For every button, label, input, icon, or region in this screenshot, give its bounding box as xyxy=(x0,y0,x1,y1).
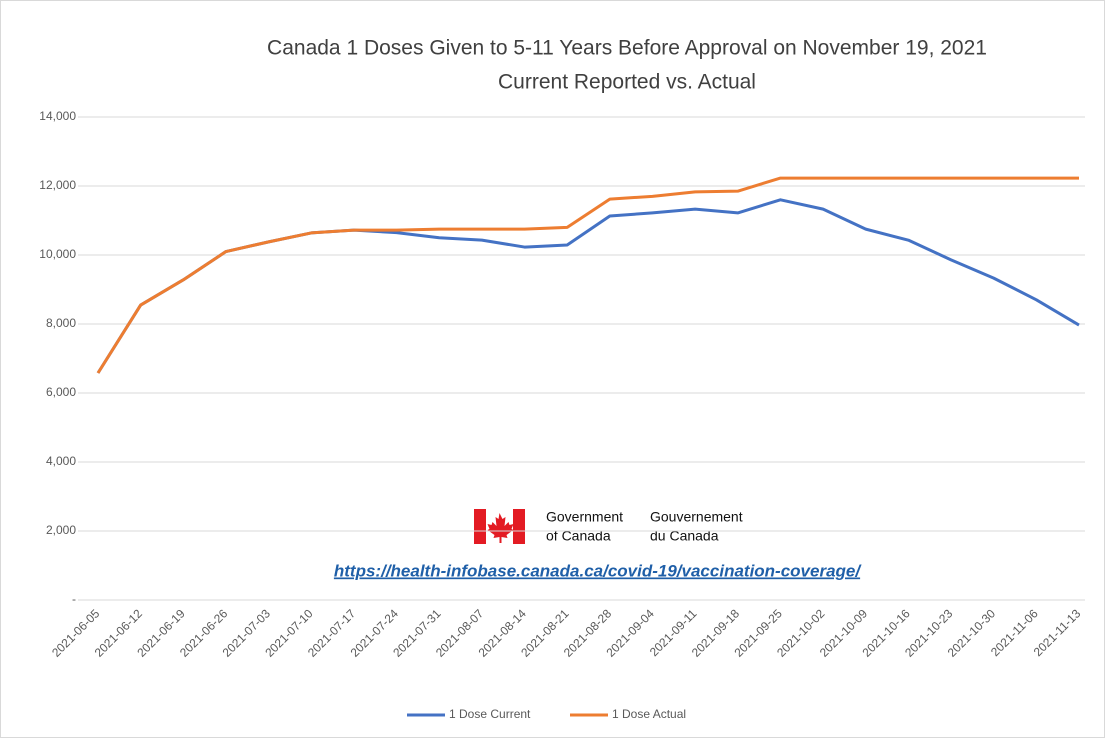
y-tick-label: 2,000 xyxy=(46,523,76,537)
chart-subtitle: Current Reported vs. Actual xyxy=(498,71,756,94)
y-tick-label: 8,000 xyxy=(46,316,76,330)
source-url[interactable]: https://health-infobase.canada.ca/covid-… xyxy=(334,561,862,580)
y-tick-label: 10,000 xyxy=(39,247,76,261)
line-series xyxy=(96,176,1079,374)
logo-text: du Canada xyxy=(650,528,719,544)
chart-title: Canada 1 Doses Given to 5-11 Years Befor… xyxy=(267,37,987,60)
y-tick-label: 6,000 xyxy=(46,385,76,399)
legend-label: 1 Dose Current xyxy=(449,707,531,721)
logo-text: Government xyxy=(546,509,623,525)
y-tick-label: - xyxy=(72,592,76,606)
logo-text: Gouvernement xyxy=(650,509,743,525)
canada-flag xyxy=(474,509,525,544)
logo-text: of Canada xyxy=(546,528,611,544)
y-tick-label: 4,000 xyxy=(46,454,76,468)
y-tick-label: 14,000 xyxy=(39,109,76,123)
legend-label: 1 Dose Actual xyxy=(612,707,686,721)
y-tick-label: 12,000 xyxy=(39,178,76,192)
